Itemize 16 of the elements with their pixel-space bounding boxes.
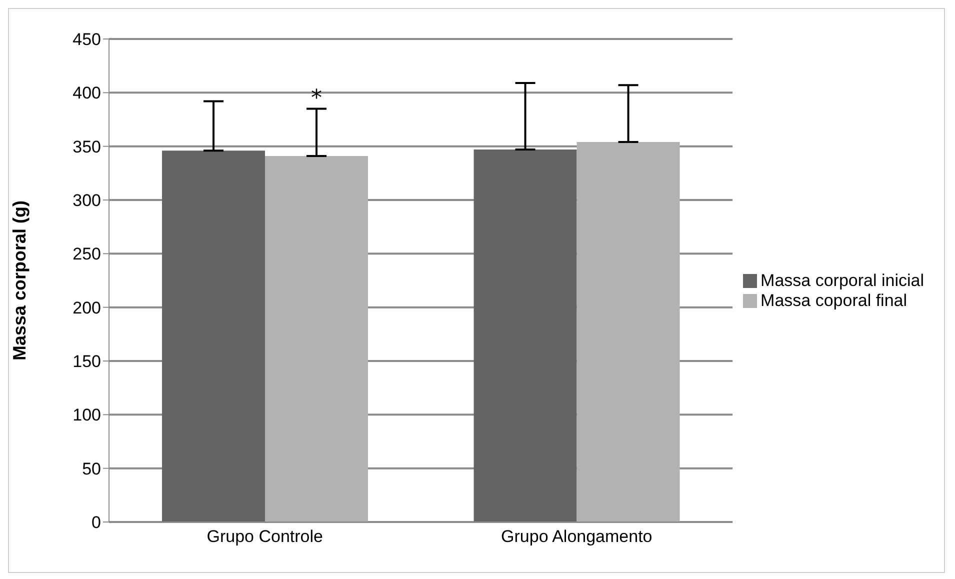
y-tick-label: 200 <box>72 298 101 318</box>
y-tick-label: 250 <box>72 244 101 264</box>
y-tick-label: 50 <box>82 459 101 478</box>
y-axis-title: Massa corporal (g) <box>9 200 30 361</box>
legend-label: Massa coporal final <box>760 290 908 310</box>
y-tick-label: 400 <box>72 84 101 103</box>
annotation: * <box>311 86 322 111</box>
y-tick-label: 150 <box>72 352 101 372</box>
legend-label: Massa corporal inicial <box>760 270 924 290</box>
x-tick-label: Grupo Controle <box>206 527 324 546</box>
x-tick-label: Grupo Alongamento <box>501 527 652 546</box>
y-tick-label: 0 <box>92 513 101 532</box>
y-tick-label: 350 <box>72 137 101 156</box>
y-tick-label: 300 <box>72 191 101 210</box>
y-tick-label: 450 <box>72 30 101 50</box>
y-tick-label: 100 <box>72 406 101 425</box>
